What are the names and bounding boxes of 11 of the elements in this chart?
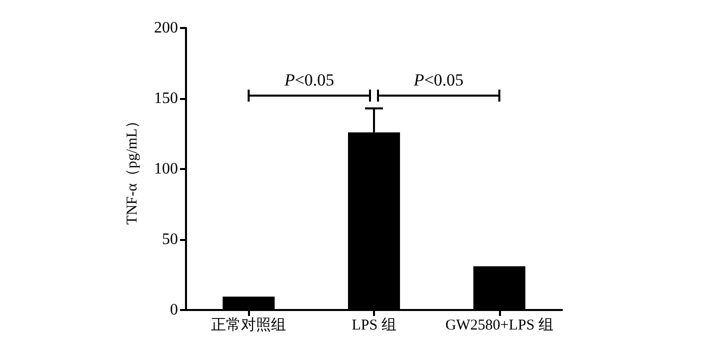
- y-tick-label: 100: [154, 160, 178, 178]
- annotation: P<0.05: [283, 70, 334, 90]
- y-tick-label: 150: [154, 90, 178, 107]
- y-axis-title: TNF-α（pg/mL）: [124, 113, 140, 225]
- x-tick-label: LPS 组: [352, 316, 396, 334]
- y-tick-label: 200: [154, 20, 178, 36]
- y-tick-label: 50: [162, 231, 178, 248]
- y-tick-label: 0: [170, 302, 178, 318]
- x-tick-label: 正常对照组: [211, 316, 286, 334]
- x-tick-label: GW2580+LPS 组: [445, 316, 554, 334]
- annotation: P<0.05: [412, 70, 464, 90]
